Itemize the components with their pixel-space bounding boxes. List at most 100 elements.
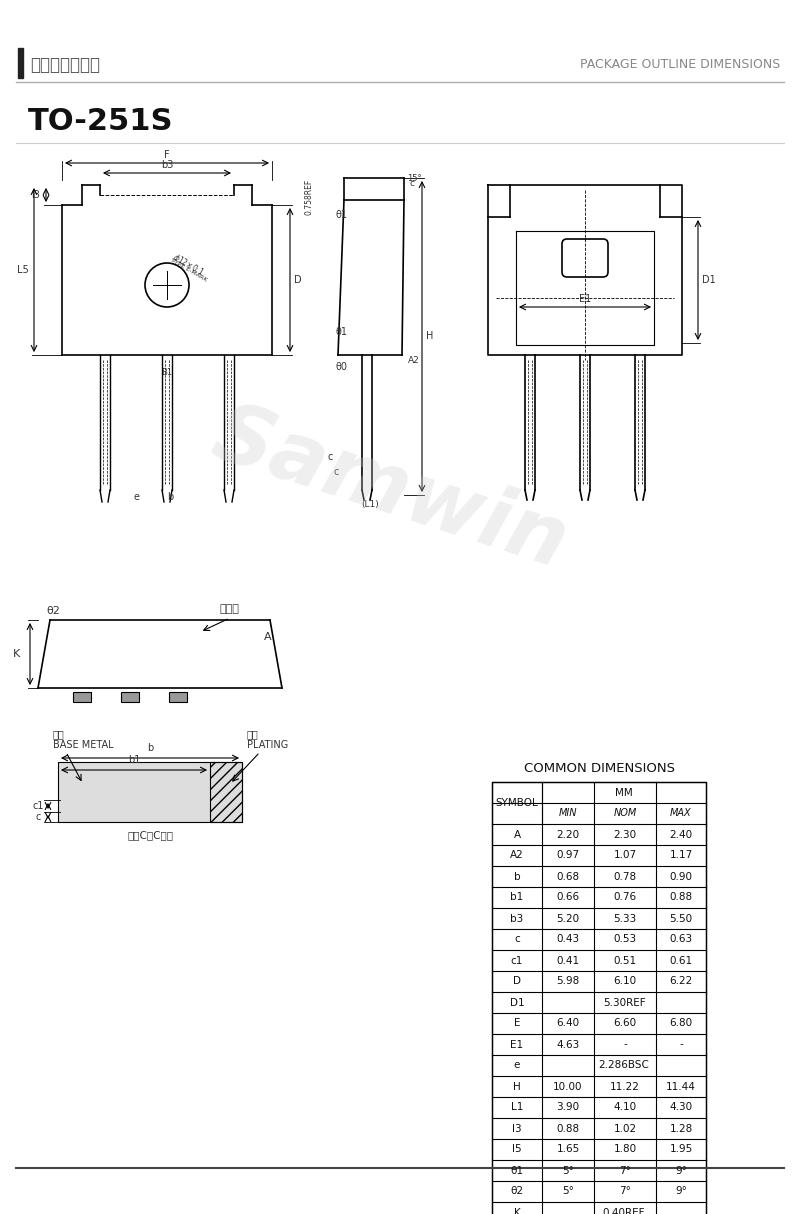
Text: 3.90: 3.90 bbox=[557, 1102, 579, 1112]
Text: 2.40: 2.40 bbox=[670, 829, 693, 840]
Text: -: - bbox=[623, 1039, 627, 1049]
Text: b: b bbox=[167, 492, 173, 503]
Text: 2.20: 2.20 bbox=[557, 829, 579, 840]
Text: 产品封装尺寸图: 产品封装尺寸图 bbox=[30, 56, 100, 74]
Text: BASE METAL: BASE METAL bbox=[53, 741, 114, 750]
Text: θ0: θ0 bbox=[336, 362, 348, 371]
Text: b: b bbox=[514, 872, 520, 881]
Text: 1.17: 1.17 bbox=[670, 851, 693, 861]
Bar bbox=[58, 762, 242, 822]
Text: 6.22: 6.22 bbox=[670, 976, 693, 987]
Text: PACKAGE OUTLINE DIMENSIONS: PACKAGE OUTLINE DIMENSIONS bbox=[580, 58, 780, 72]
Text: 0.68: 0.68 bbox=[557, 872, 579, 881]
Text: 9°: 9° bbox=[675, 1165, 687, 1175]
Text: 7°: 7° bbox=[619, 1186, 631, 1197]
Text: 6.40: 6.40 bbox=[557, 1019, 579, 1028]
Text: A: A bbox=[264, 632, 272, 642]
Text: e: e bbox=[133, 492, 139, 503]
Text: H: H bbox=[426, 331, 434, 341]
Text: 11.22: 11.22 bbox=[610, 1082, 640, 1091]
Text: 0.758REF: 0.758REF bbox=[304, 178, 313, 215]
Text: 5.50: 5.50 bbox=[670, 913, 693, 924]
Text: b: b bbox=[147, 743, 153, 753]
Text: Samwin: Samwin bbox=[202, 395, 578, 585]
Text: l5: l5 bbox=[512, 1145, 522, 1155]
Text: E1: E1 bbox=[510, 1039, 523, 1049]
Text: b3: b3 bbox=[510, 913, 524, 924]
Text: b3: b3 bbox=[161, 160, 173, 170]
Text: 2.286BSC: 2.286BSC bbox=[598, 1061, 650, 1071]
Text: c: c bbox=[334, 467, 339, 477]
Text: c1: c1 bbox=[511, 955, 523, 965]
Text: 5.33: 5.33 bbox=[614, 913, 637, 924]
Text: l3: l3 bbox=[512, 1123, 522, 1134]
Text: 印字面: 印字面 bbox=[220, 605, 240, 614]
Text: 6.60: 6.60 bbox=[614, 1019, 637, 1028]
Text: 1.65: 1.65 bbox=[556, 1145, 580, 1155]
Text: 4.30: 4.30 bbox=[670, 1102, 693, 1112]
Text: 镀层: 镀层 bbox=[247, 728, 258, 739]
Bar bbox=[492, 782, 706, 1214]
Text: θ2: θ2 bbox=[510, 1186, 523, 1197]
Text: A2: A2 bbox=[510, 851, 524, 861]
Text: 1.07: 1.07 bbox=[614, 851, 637, 861]
Text: θ2: θ2 bbox=[46, 606, 60, 615]
Text: 0.88: 0.88 bbox=[670, 892, 693, 902]
Text: 0.90: 0.90 bbox=[670, 872, 693, 881]
Text: 5.20: 5.20 bbox=[557, 913, 579, 924]
Text: PLATING: PLATING bbox=[247, 741, 288, 750]
Bar bbox=[210, 762, 242, 822]
Text: A: A bbox=[514, 829, 521, 840]
Text: 5.30REF: 5.30REF bbox=[602, 998, 646, 1008]
Text: l3: l3 bbox=[31, 191, 40, 200]
Text: θ1: θ1 bbox=[336, 327, 348, 337]
Text: c1: c1 bbox=[32, 801, 44, 811]
Text: 11.44: 11.44 bbox=[666, 1082, 696, 1091]
Text: 1.95: 1.95 bbox=[670, 1145, 693, 1155]
Text: A2: A2 bbox=[408, 356, 420, 365]
Bar bbox=[18, 49, 23, 78]
Text: 4.63: 4.63 bbox=[556, 1039, 580, 1049]
Text: c: c bbox=[35, 812, 41, 822]
Text: 15°: 15° bbox=[407, 174, 422, 183]
Text: D: D bbox=[513, 976, 521, 987]
Text: 1.80: 1.80 bbox=[614, 1145, 637, 1155]
Text: 2.30: 2.30 bbox=[614, 829, 637, 840]
Text: 0.53: 0.53 bbox=[614, 935, 637, 944]
Text: D1: D1 bbox=[702, 276, 716, 285]
Text: b1: b1 bbox=[510, 892, 524, 902]
Text: 4.10: 4.10 bbox=[614, 1102, 637, 1112]
Text: -: - bbox=[679, 1039, 683, 1049]
Text: L1: L1 bbox=[511, 1102, 523, 1112]
Text: D: D bbox=[294, 276, 302, 285]
Text: 5.98: 5.98 bbox=[556, 976, 580, 987]
Text: 0.43: 0.43 bbox=[557, 935, 579, 944]
Text: L5: L5 bbox=[18, 265, 29, 276]
Text: θ1: θ1 bbox=[510, 1165, 523, 1175]
Text: θ1: θ1 bbox=[336, 210, 348, 220]
Text: 0.88: 0.88 bbox=[557, 1123, 579, 1134]
Text: D1: D1 bbox=[510, 998, 524, 1008]
Text: E1: E1 bbox=[579, 294, 591, 304]
Text: 0.97: 0.97 bbox=[557, 851, 579, 861]
Text: 0.78: 0.78 bbox=[614, 872, 637, 881]
Text: 9°: 9° bbox=[675, 1186, 687, 1197]
Text: c: c bbox=[514, 935, 520, 944]
Text: MAX: MAX bbox=[670, 809, 692, 818]
Text: c: c bbox=[328, 452, 334, 463]
Text: 0.41: 0.41 bbox=[557, 955, 579, 965]
Bar bbox=[73, 692, 91, 702]
Text: 5°: 5° bbox=[562, 1186, 574, 1197]
Text: B1: B1 bbox=[162, 368, 173, 378]
Text: 1.02: 1.02 bbox=[614, 1123, 637, 1134]
Text: MM: MM bbox=[615, 788, 633, 798]
Text: 7°: 7° bbox=[619, 1165, 631, 1175]
Text: K: K bbox=[514, 1208, 520, 1214]
Text: 0.51: 0.51 bbox=[614, 955, 637, 965]
Text: TYPE E-MARK: TYPE E-MARK bbox=[170, 259, 208, 283]
Text: MIN: MIN bbox=[558, 809, 578, 818]
Text: SYMBOL: SYMBOL bbox=[496, 798, 538, 809]
Text: c: c bbox=[410, 178, 415, 188]
Text: NOM: NOM bbox=[614, 809, 637, 818]
Text: 0.40REF: 0.40REF bbox=[602, 1208, 646, 1214]
